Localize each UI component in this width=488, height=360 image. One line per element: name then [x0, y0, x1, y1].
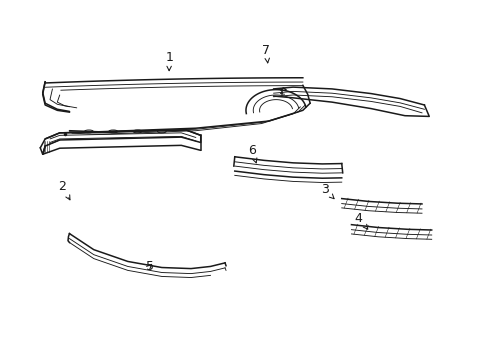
Text: 1: 1 — [165, 51, 173, 71]
Text: 4: 4 — [354, 212, 367, 229]
Text: 2: 2 — [58, 180, 70, 200]
Text: 5: 5 — [145, 260, 153, 273]
Text: 6: 6 — [247, 144, 256, 163]
Text: 3: 3 — [320, 183, 333, 199]
Text: 7: 7 — [262, 44, 270, 63]
